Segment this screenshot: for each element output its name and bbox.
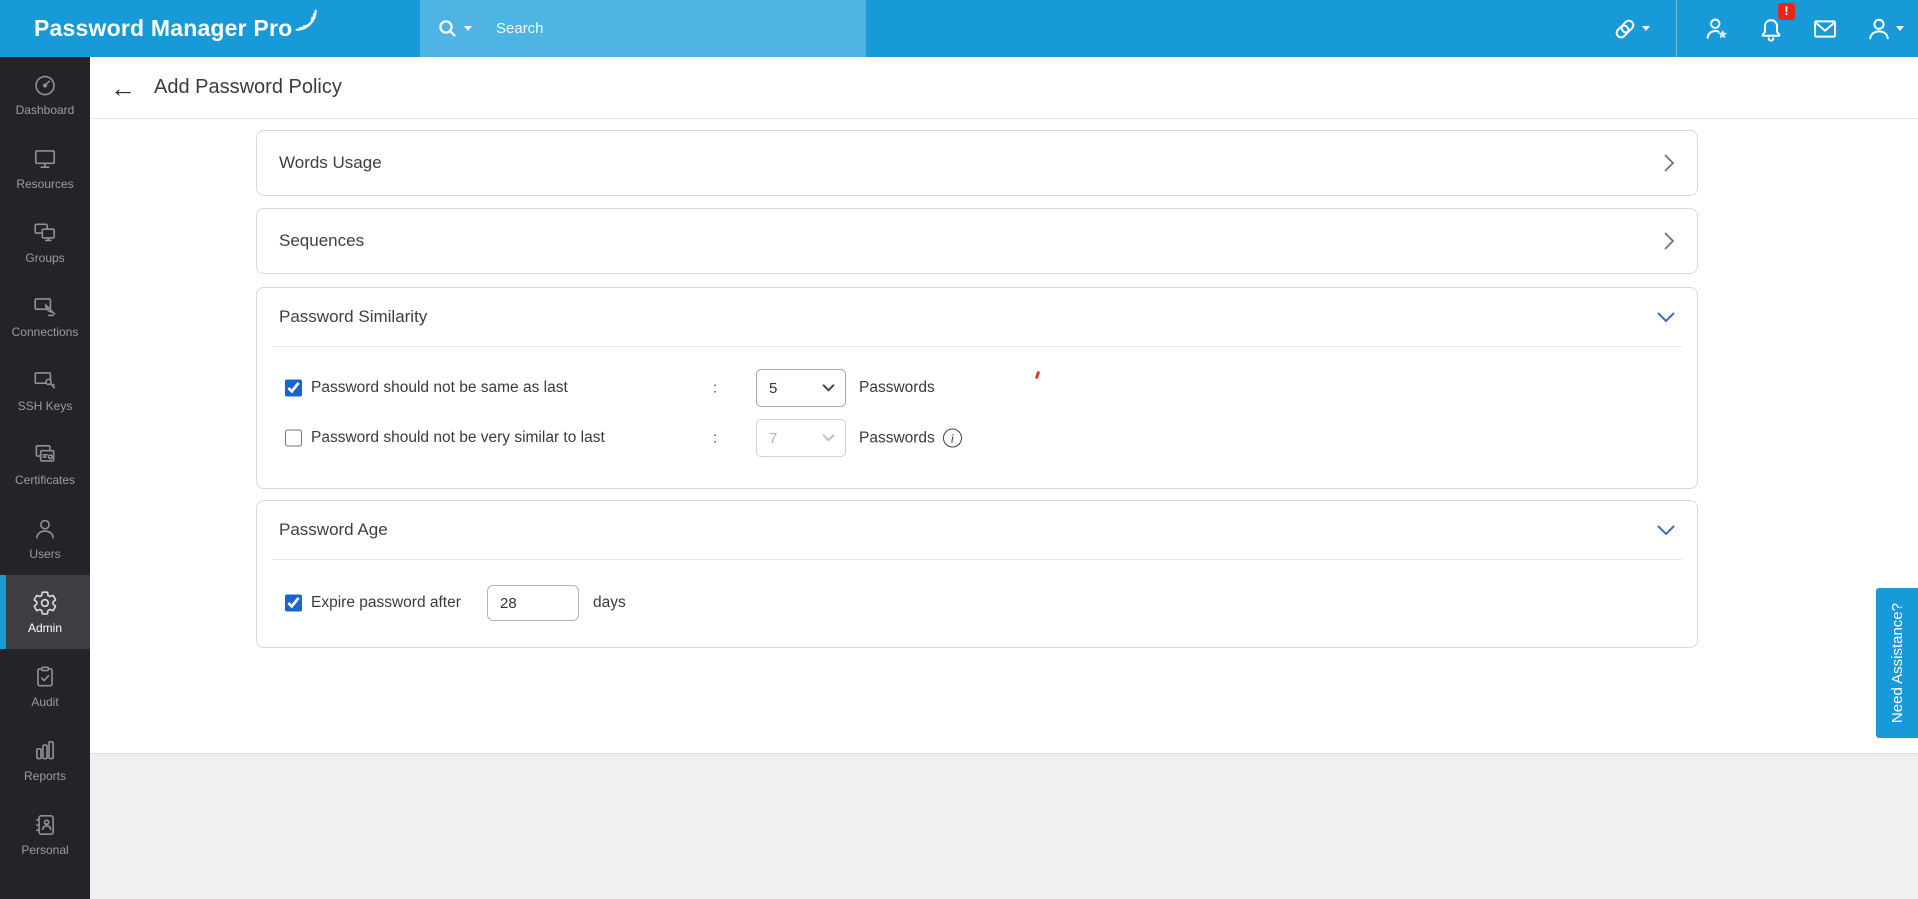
row-suffix: Passwords <box>859 379 935 396</box>
user-star-icon <box>1703 15 1731 43</box>
groups-icon <box>32 220 58 246</box>
row-label: Password should not be very similar to l… <box>311 429 605 446</box>
chevron-down-icon <box>1642 26 1650 31</box>
panel-title: Sequences <box>279 231 365 250</box>
sidebar-item-audit[interactable]: Audit <box>0 649 90 723</box>
sidebar-item-ssh-keys[interactable]: SSH Keys <box>0 353 90 427</box>
dashboard-icon <box>32 72 58 98</box>
divider <box>272 346 1682 347</box>
audit-icon <box>32 664 58 690</box>
bell-icon <box>1757 15 1785 43</box>
sidebar-item-certificates[interactable]: Certificates <box>0 427 90 501</box>
similarity-row-same-as-last: Password should not be same as last : 5 … <box>257 369 1697 407</box>
admin-gear-icon <box>32 590 58 616</box>
same-as-last-count-select[interactable]: 5 <box>756 369 846 407</box>
logo-swoosh-icon <box>294 8 320 34</box>
same-as-last-checkbox[interactable] <box>285 379 302 397</box>
quick-connect-menu[interactable] <box>1611 15 1650 43</box>
certificates-icon <box>32 442 58 468</box>
search-band <box>420 0 866 57</box>
expire-days-input[interactable] <box>487 585 579 621</box>
need-assistance-tab[interactable]: Need Assistance? <box>1876 588 1918 738</box>
connections-icon <box>32 294 58 320</box>
row-suffix: Passwords <box>859 429 935 446</box>
chevron-down-icon <box>822 434 835 442</box>
very-similar-checkbox[interactable] <box>285 429 302 447</box>
messages-button[interactable] <box>1811 15 1839 43</box>
link-icon <box>1611 15 1639 43</box>
mail-icon <box>1811 15 1839 43</box>
chevron-down-icon <box>822 384 835 392</box>
profile-icon <box>1865 15 1893 43</box>
sidebar-item-groups[interactable]: Groups <box>0 205 90 279</box>
sidebar-item-users[interactable]: Users <box>0 501 90 575</box>
row-suffix: days <box>593 594 626 611</box>
expire-password-checkbox[interactable] <box>285 594 302 612</box>
required-marker <box>1034 370 1041 380</box>
personal-icon <box>32 812 58 838</box>
sidebar-item-personal[interactable]: Personal <box>0 797 90 871</box>
page-header: ← Add Password Policy <box>90 57 1918 119</box>
ssh-keys-icon <box>32 368 58 394</box>
panel-title: Password Age <box>279 520 388 539</box>
resources-icon <box>32 146 58 172</box>
chevron-down-icon[interactable] <box>1657 288 1675 346</box>
app-logo-text: Password Manager Pro <box>34 15 293 41</box>
favorites-user-button[interactable] <box>1703 15 1731 43</box>
chevron-down-icon <box>1896 26 1904 31</box>
reports-icon <box>32 738 58 764</box>
sidebar-item-dashboard[interactable]: Dashboard <box>0 57 90 131</box>
footer-bar: Generate Password: Preview Save Cancel <box>90 753 1918 899</box>
app-logo[interactable]: Password Manager Pro <box>34 0 320 57</box>
topbar-divider <box>1676 0 1677 57</box>
need-assistance-label: Need Assistance? <box>1888 602 1906 724</box>
chevron-right-icon[interactable] <box>1664 131 1675 195</box>
profile-menu[interactable] <box>1865 15 1904 43</box>
sidebar-nav: Dashboard Resources Groups <box>0 57 90 899</box>
sidebar-item-reports[interactable]: Reports <box>0 723 90 797</box>
row-label: Password should not be same as last <box>311 379 568 396</box>
panel-title: Password Similarity <box>279 307 428 326</box>
panel-password-age: Password Age Expire password after days <box>256 500 1698 648</box>
divider <box>272 559 1682 560</box>
chevron-right-icon[interactable] <box>1664 209 1675 273</box>
users-icon <box>32 516 58 542</box>
notification-badge: ! <box>1778 2 1795 20</box>
search-scope-caret-icon <box>464 26 472 31</box>
similarity-row-very-similar: Password should not be very similar to l… <box>257 419 1697 457</box>
separator: : <box>713 379 718 397</box>
panel-sequences[interactable]: Sequences <box>256 208 1698 274</box>
search-input[interactable] <box>496 20 796 37</box>
back-arrow-icon[interactable]: ← <box>110 72 136 103</box>
search-icon[interactable] <box>436 17 472 41</box>
sidebar-item-admin[interactable]: Admin <box>0 575 90 649</box>
row-label: Expire password after <box>311 594 461 611</box>
sidebar-item-connections[interactable]: Connections <box>0 279 90 353</box>
chevron-down-icon[interactable] <box>1657 501 1675 559</box>
info-icon[interactable]: i <box>942 428 962 448</box>
notifications-button[interactable]: ! <box>1757 2 1795 43</box>
topbar-actions: ! <box>1611 0 1904 57</box>
very-similar-count-select[interactable]: 7 <box>756 419 846 457</box>
sidebar-item-resources[interactable]: Resources <box>0 131 90 205</box>
panel-title: Words Usage <box>279 153 382 172</box>
panel-words-usage[interactable]: Words Usage <box>256 130 1698 196</box>
panel-password-similarity: Password Similarity Password should not … <box>256 287 1698 489</box>
page-title: Add Password Policy <box>154 76 342 98</box>
top-bar: Password Manager Pro <box>0 0 1918 57</box>
separator: : <box>713 429 718 447</box>
password-age-row: Expire password after days <box>257 584 1697 622</box>
